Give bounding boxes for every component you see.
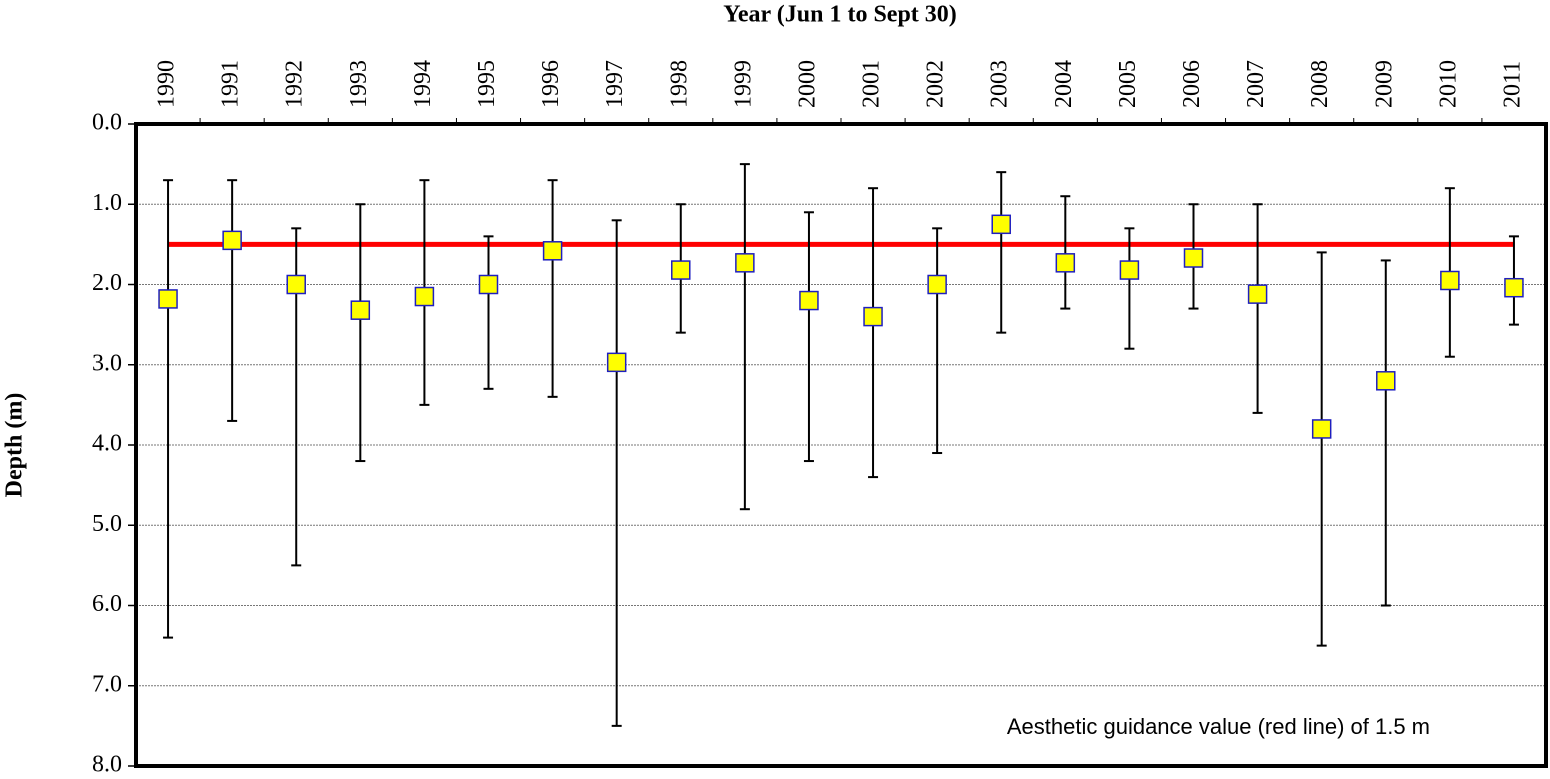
mean-marker	[1504, 277, 1524, 298]
x-tick-label: 1994	[410, 60, 436, 108]
x-tick-label: 2000	[794, 60, 820, 108]
mean-marker	[927, 274, 947, 295]
x-tick-label: 2004	[1051, 60, 1077, 108]
mean-marker	[350, 300, 371, 320]
plot-frame	[134, 122, 1548, 768]
mean-marker	[222, 230, 242, 251]
x-tick-label: 2008	[1307, 60, 1333, 108]
x-tick-label: 1998	[666, 60, 692, 108]
mean-marker	[414, 286, 435, 307]
x-tick-label: 2001	[859, 60, 885, 108]
mean-marker	[1376, 371, 1396, 391]
y-tick-label: 0.0	[92, 110, 122, 136]
x-tick-label: 2009	[1371, 60, 1397, 108]
x-axis-title: Year (Jun 1 to Sept 30)	[723, 2, 957, 28]
x-tick-label: 1997	[602, 60, 628, 108]
y-axis-title: Depth (m)	[2, 393, 28, 498]
y-tick-label: 3.0	[92, 350, 122, 376]
x-tick-label: 2011	[1499, 61, 1525, 108]
y-tick-label: 8.0	[92, 752, 122, 778]
x-tick-label: 1992	[282, 60, 308, 108]
mean-marker	[286, 274, 306, 295]
mean-marker	[542, 241, 563, 261]
mean-marker	[1247, 284, 1268, 304]
x-tick-label: 1995	[474, 60, 500, 108]
x-tick-label: 2005	[1115, 60, 1141, 108]
mean-marker	[1183, 248, 1204, 268]
x-tick-label: 2003	[987, 60, 1013, 108]
y-tick-label: 7.0	[92, 671, 122, 697]
mean-marker	[478, 274, 499, 295]
mean-marker	[863, 306, 883, 327]
mean-marker	[158, 289, 178, 309]
mean-marker	[735, 253, 755, 273]
mean-marker	[799, 290, 819, 311]
y-tick-label: 5.0	[92, 511, 122, 537]
x-tick-label: 1991	[218, 60, 244, 108]
annotation: Aesthetic guidance value (red line) of 1…	[1007, 714, 1430, 739]
x-tick-label: 1993	[346, 60, 372, 108]
x-tick-label: 2006	[1179, 60, 1205, 108]
mean-marker	[671, 260, 691, 280]
y-tick-label: 4.0	[92, 431, 122, 457]
x-tick-label: 1990	[154, 60, 180, 108]
mean-marker	[1055, 253, 1076, 273]
mean-marker	[606, 352, 627, 373]
x-tick-label: 1996	[538, 60, 564, 108]
y-tick-label: 6.0	[92, 591, 122, 617]
y-tick-label: 1.0	[92, 190, 122, 216]
mean-marker	[1311, 419, 1332, 439]
x-tick-label: 2007	[1243, 60, 1269, 108]
mean-marker	[1440, 270, 1460, 291]
x-tick-label: 2002	[923, 60, 949, 108]
mean-marker	[991, 214, 1011, 235]
mean-marker	[1119, 260, 1140, 280]
x-tick-label: 2010	[1435, 60, 1461, 108]
x-tick-label: 1999	[730, 60, 756, 108]
y-tick-label: 2.0	[92, 270, 122, 296]
